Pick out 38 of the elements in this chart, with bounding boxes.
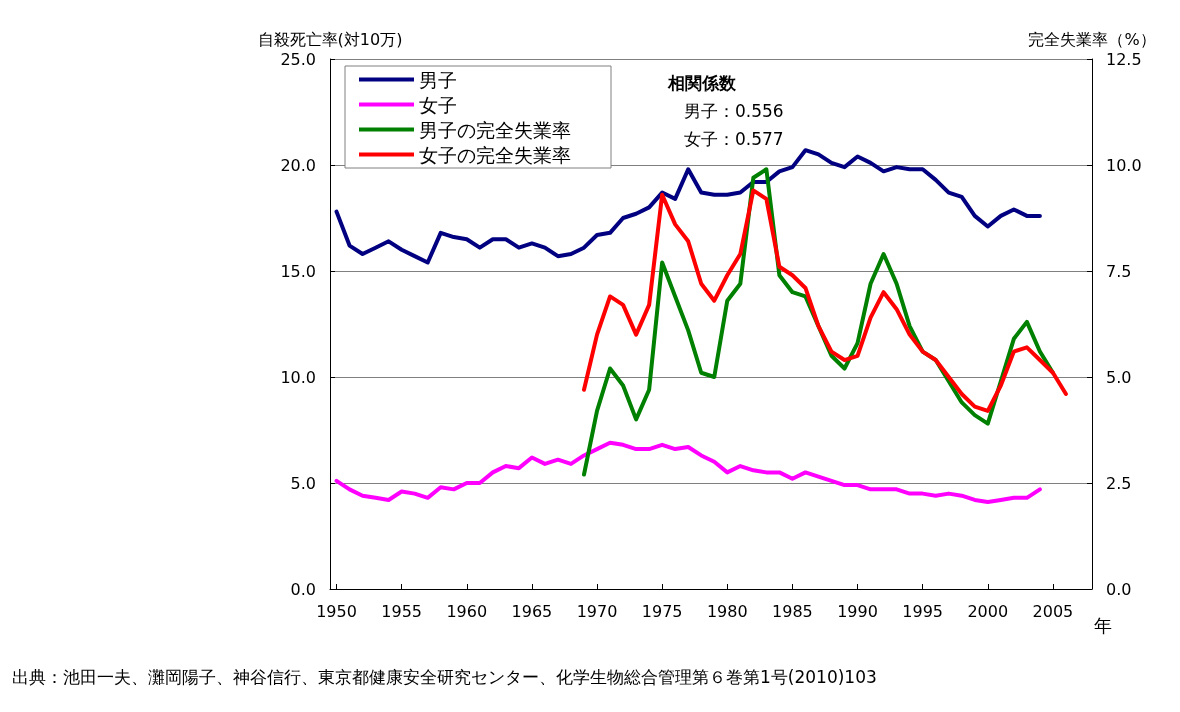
x-axis-title: 年 — [1094, 614, 1112, 636]
y2-axis-title: 完全失業率（%） — [1028, 29, 1156, 49]
x-tick-label: 1975 — [641, 601, 683, 621]
legend-label: 男子の完全失業率 — [419, 118, 571, 141]
y-tick-label: 5.0 — [290, 473, 316, 493]
legend-label: 女子 — [419, 93, 457, 116]
y-tick-label: 20.0 — [280, 155, 316, 175]
y2-tick-label: 12.5 — [1106, 49, 1142, 69]
y2-tick-label: 5.0 — [1106, 367, 1132, 387]
source-note: 出典：池田一夫、灘岡陽子、神谷信行、東京都健康安全研究センター、化学生物総合管理第６巻第1号(2010)103 — [12, 666, 877, 687]
legend-label: 女子の完全失業率 — [419, 143, 571, 166]
y2-tick-label: 10.0 — [1106, 155, 1142, 175]
x-tick-label: 1955 — [381, 601, 422, 621]
annotation: 男子：0.556 — [684, 100, 784, 121]
line-series — [334, 148, 1042, 265]
y-axis-title: 自殺死亡率(対10万) — [257, 29, 403, 49]
x-tick-label: 1960 — [446, 601, 488, 621]
y-tick-label: 10.0 — [280, 367, 316, 387]
x-tick-label: 1965 — [511, 601, 553, 621]
y2-tick-label: 0.0 — [1106, 579, 1132, 599]
x-tick-label: 1980 — [706, 601, 748, 621]
y-tick-label: 25.0 — [280, 49, 316, 69]
y2-tick-label: 7.5 — [1106, 261, 1132, 281]
line-series — [334, 440, 1042, 505]
x-tick-label: 1985 — [772, 601, 813, 621]
x-tick-label: 1995 — [902, 601, 944, 621]
legend-label: 男子 — [419, 68, 457, 91]
x-tick-label: 1990 — [837, 601, 878, 621]
x-tick-label: 2000 — [967, 601, 1009, 621]
annotation: 女子：0.577 — [684, 128, 784, 149]
x-tick-label: 2005 — [1032, 601, 1074, 621]
annotation: 相関係数 — [667, 72, 737, 93]
y2-tick-label: 2.5 — [1106, 473, 1132, 493]
y-tick-label: 15.0 — [280, 261, 316, 281]
line-series — [582, 188, 1068, 413]
x-tick-label: 1970 — [576, 601, 618, 621]
y-tick-label: 0.0 — [290, 579, 316, 599]
x-tick-label: 1950 — [316, 601, 357, 621]
